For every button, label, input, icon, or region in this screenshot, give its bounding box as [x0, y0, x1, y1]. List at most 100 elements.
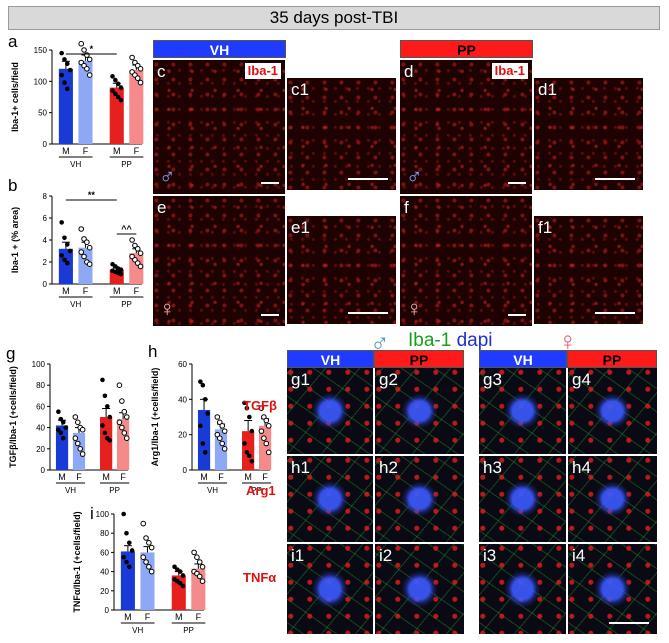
- data-point: [244, 405, 250, 411]
- group-label: VH: [70, 160, 81, 169]
- data-point: [134, 246, 141, 252]
- data-point: [118, 271, 124, 277]
- x-tick-label: M: [62, 286, 70, 296]
- micrograph-e: e ♀: [153, 196, 285, 326]
- row-label-arg1: Arg1: [246, 483, 276, 498]
- data-point: [134, 75, 141, 82]
- data-point: [86, 261, 93, 267]
- data-point: [265, 423, 272, 429]
- data-point: [86, 72, 93, 78]
- y-tick-label: 0: [43, 140, 48, 149]
- row-label-tnfa: TNFα: [243, 570, 277, 585]
- x-tick-label: F: [262, 472, 268, 482]
- header-pp: PP: [400, 40, 533, 58]
- data-point: [74, 440, 81, 447]
- x-tick-label: M: [124, 612, 131, 622]
- data-point: [100, 423, 105, 428]
- data-point: [242, 441, 247, 446]
- data-point: [143, 559, 149, 565]
- group-label: VH: [70, 300, 81, 309]
- group-label: VH: [65, 486, 76, 495]
- confocal-h2: h2: [375, 456, 464, 542]
- data-point: [65, 242, 70, 247]
- female-symbol: ♀: [558, 326, 578, 356]
- data-point: [72, 414, 79, 420]
- bar-M-0: [58, 68, 73, 144]
- data-point: [116, 382, 123, 389]
- data-point: [105, 404, 110, 409]
- data-point: [107, 438, 113, 443]
- data-point: [124, 530, 129, 536]
- x-tick-label: F: [218, 472, 224, 482]
- data-point: [202, 397, 208, 402]
- x-tick-label: M: [244, 472, 252, 482]
- confocal-i1: i1: [287, 544, 373, 634]
- data-point: [265, 449, 272, 456]
- panel-letter-b: b: [8, 176, 18, 195]
- data-point: [59, 253, 64, 258]
- y-tick-label: 150: [34, 46, 48, 55]
- data-point: [200, 441, 206, 446]
- data-point: [124, 559, 129, 565]
- x-tick-label: F: [83, 146, 89, 156]
- x-tick-label: F: [120, 472, 126, 482]
- data-point: [77, 446, 84, 452]
- data-point: [121, 511, 126, 517]
- y-tick-label: 0: [105, 606, 110, 615]
- data-point: [78, 226, 85, 232]
- panel-letter-g: g: [6, 344, 16, 363]
- data-point: [116, 419, 123, 426]
- y-tick-label: 0: [43, 280, 48, 289]
- data-point: [146, 564, 152, 570]
- data-point: [62, 57, 67, 62]
- data-point: [113, 77, 118, 83]
- data-point: [172, 564, 177, 570]
- data-point: [118, 267, 124, 272]
- data-point: [219, 423, 226, 429]
- micrograph-e1: e1: [287, 216, 396, 324]
- y-tick-label: 50: [38, 109, 47, 118]
- x-tick-label: M: [113, 146, 121, 156]
- data-point: [59, 72, 64, 78]
- confocal-h1: h1: [287, 456, 373, 542]
- group-label: VH: [207, 486, 218, 495]
- data-point: [86, 244, 93, 251]
- data-point: [81, 253, 87, 260]
- significance-mark: ^^: [121, 224, 132, 234]
- micrograph-f: f ♀: [400, 196, 532, 326]
- data-point: [56, 427, 61, 433]
- data-point: [110, 88, 115, 94]
- y-tick-label: 100: [96, 510, 110, 519]
- y-axis-label: TNFα/Iba-1 (+cells/field): [72, 511, 82, 612]
- group-label: PP: [183, 626, 194, 635]
- confocal-i4: i4: [568, 544, 657, 634]
- data-point: [118, 85, 124, 90]
- data-point: [221, 446, 228, 452]
- micrograph-c: c Iba-1 ♂: [153, 60, 285, 194]
- data-point: [59, 220, 64, 225]
- x-tick-label: F: [76, 472, 82, 482]
- data-point: [84, 66, 90, 72]
- data-point: [242, 400, 247, 406]
- data-point: [86, 56, 93, 63]
- confocal-g1: g1: [287, 368, 373, 454]
- y-tick-label: 6: [43, 214, 48, 223]
- data-point: [62, 235, 67, 241]
- confocal-g3: g3: [479, 368, 566, 454]
- data-point: [263, 417, 270, 424]
- data-point: [65, 260, 70, 266]
- y-tick-label: 4: [43, 236, 48, 245]
- x-tick-label: M: [200, 472, 208, 482]
- data-point: [67, 248, 73, 254]
- conf-header-vh-male: VH: [287, 350, 374, 368]
- data-point: [59, 50, 64, 56]
- data-point: [81, 47, 87, 53]
- data-point: [143, 535, 149, 541]
- data-point: [177, 569, 183, 574]
- data-point: [78, 40, 85, 47]
- data-point: [194, 554, 200, 561]
- data-point: [56, 409, 61, 414]
- data-point: [258, 405, 265, 411]
